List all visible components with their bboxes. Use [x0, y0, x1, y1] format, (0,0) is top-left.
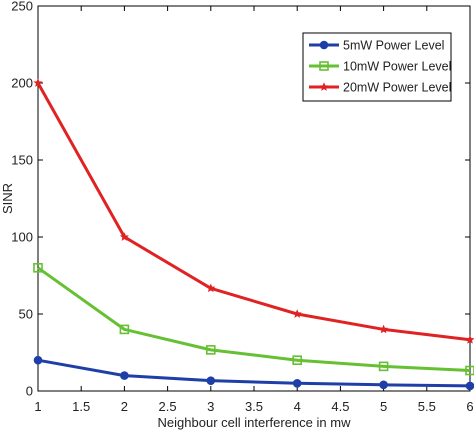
legend-entry: 5mW Power Level [309, 39, 444, 53]
legend-marker [319, 82, 329, 91]
x-tick-label: 1.5 [72, 399, 90, 414]
legend-label: 5mW Power Level [343, 39, 444, 53]
data-point [465, 381, 474, 391]
y-tick-label: 100 [11, 230, 33, 245]
legend-label: 20mW Power Level [343, 81, 451, 95]
data-point [206, 283, 216, 293]
x-tick-label: 3.5 [245, 399, 263, 414]
data-point [120, 371, 129, 380]
legend-marker [319, 61, 329, 71]
data-point [465, 365, 474, 376]
x-tick-label: 1 [34, 399, 41, 414]
y-tick-label: 200 [11, 76, 33, 91]
y-tick-label: 250 [11, 0, 33, 14]
y-tick-label: 0 [26, 384, 33, 399]
data-point [379, 380, 388, 390]
data-point [119, 232, 129, 241]
legend-marker [319, 40, 329, 50]
series-line [37, 358, 471, 388]
data-point [119, 324, 130, 335]
y-tick-label: 150 [11, 153, 33, 168]
x-tick-label: 2.5 [159, 399, 177, 414]
series-line [36, 82, 471, 342]
x-tick-label: 3 [207, 399, 214, 414]
data-point [33, 78, 43, 87]
series-line [37, 266, 471, 373]
legend-entry: 20mW Power Level [309, 81, 451, 95]
data-point [292, 379, 302, 388]
data-point [378, 361, 389, 372]
y-axis: 0 50 100 150 200 250 [11, 0, 470, 399]
series-1 [33, 355, 474, 391]
data-point [379, 324, 389, 334]
x-tick-label: 5 [380, 399, 387, 414]
series-layer [33, 78, 474, 391]
x-tick-label: 4 [294, 399, 301, 414]
x-tick-label: 6 [466, 399, 473, 414]
data-point [465, 334, 474, 344]
x-tick-label: 2 [121, 399, 128, 414]
x-axis: 1 1.5 2 2.5 3 3.5 4 4.5 5 5.5 6 [34, 6, 474, 414]
x-tick-label: 5.5 [418, 399, 436, 414]
data-point [206, 376, 216, 385]
legend: 5mW Power Level 10mW Power Level 20mW Powe… [302, 32, 452, 102]
legend-label: 10mW Power Level [343, 60, 451, 74]
data-point [292, 309, 302, 318]
data-point [292, 355, 303, 366]
x-tick-label: 4.5 [331, 399, 349, 414]
y-tick-label: 50 [19, 307, 33, 322]
series-3 [33, 78, 474, 344]
data-point [33, 355, 43, 365]
data-point [206, 345, 216, 355]
legend-entry: 10mW Power Level [309, 60, 451, 74]
series-2 [33, 262, 474, 376]
x-axis-label: Neighbour cell interference in mw [158, 415, 352, 430]
y-axis-label: SINR [0, 183, 15, 214]
data-point [33, 262, 43, 273]
